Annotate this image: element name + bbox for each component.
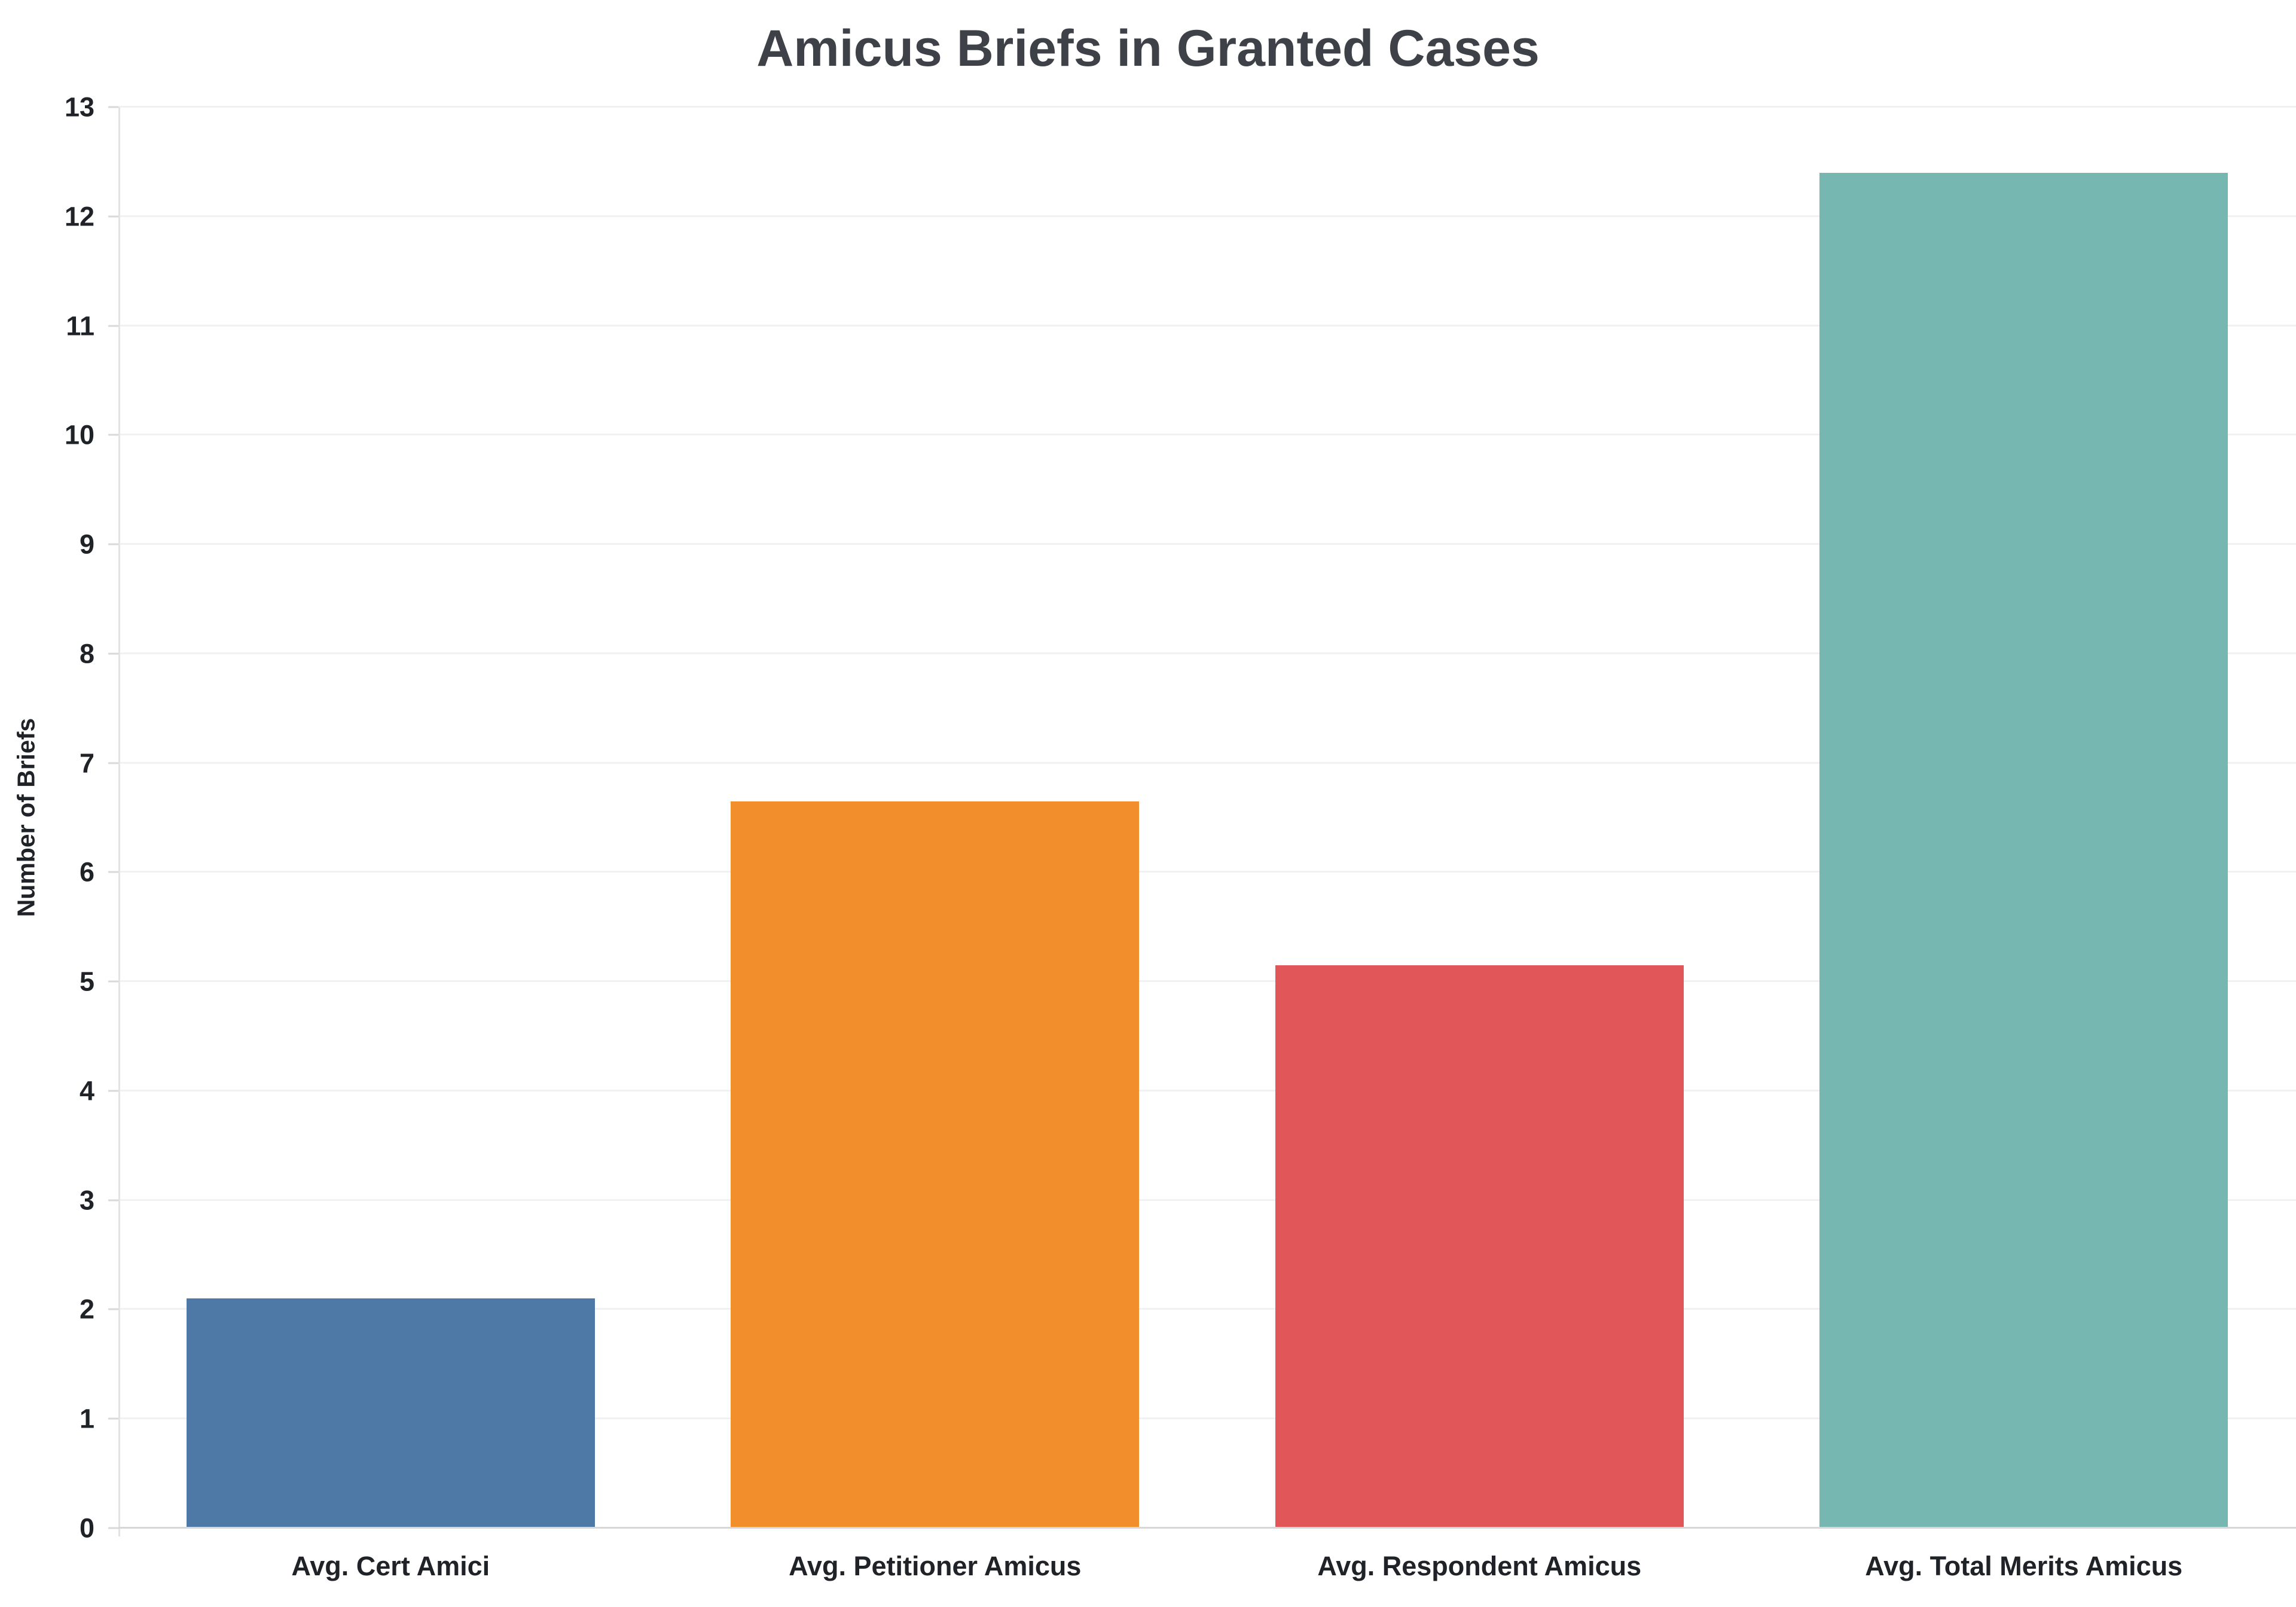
- gridline-y-11: [118, 324, 2296, 327]
- bar-slot-avg-cert-amici: [118, 107, 663, 1528]
- y-tick-label-1: 1: [79, 1403, 94, 1434]
- y-axis-domain-line: [118, 107, 120, 1536]
- x-axis-labels: Avg. Cert Amici Avg. Petitioner Amicus Avg…: [118, 1550, 2296, 1582]
- y-tick-mark-9: [108, 543, 118, 545]
- gridline-y-13: [118, 106, 2296, 108]
- y-tick-label-7: 7: [79, 748, 94, 779]
- y-tick-mark-11: [108, 325, 118, 327]
- y-tick-label-3: 3: [79, 1185, 94, 1216]
- y-tick-mark-13: [108, 106, 118, 108]
- gridline-y-8: [118, 652, 2296, 654]
- y-tick-label-0: 0: [79, 1513, 94, 1544]
- x-label-avg-respondent-amicus: Avg. Respondent Amicus: [1317, 1551, 1642, 1581]
- y-tick-mark-8: [108, 652, 118, 655]
- gridline-y-4: [118, 1089, 2296, 1091]
- y-tick-label-13: 13: [64, 92, 94, 123]
- gridline-y-3: [118, 1199, 2296, 1201]
- bar-slot-avg-respondent-amicus: [1207, 107, 1752, 1528]
- y-tick-mark-0: [108, 1527, 118, 1529]
- y-tick-mark-10: [108, 434, 118, 436]
- x-axis-line: [118, 1527, 2296, 1529]
- bar-slot-avg-total-merits-amicus: [1752, 107, 2296, 1528]
- y-tick-mark-12: [108, 215, 118, 218]
- plot-area: [118, 106, 2296, 1536]
- bar-avg-total-merits-amicus[interactable]: [1819, 172, 2228, 1528]
- y-tick-mark-3: [108, 1199, 118, 1202]
- y-tick-label-10: 10: [64, 419, 94, 450]
- y-tick-label-11: 11: [66, 310, 94, 341]
- x-label-avg-total-merits-amicus: Avg. Total Merits Amicus: [1865, 1551, 2183, 1581]
- y-tick-label-8: 8: [79, 638, 94, 669]
- y-tick-mark-7: [108, 762, 118, 764]
- bar-avg-cert-amici[interactable]: [186, 1298, 595, 1528]
- y-tick-mark-4: [108, 1090, 118, 1092]
- chart-title: Amicus Briefs in Granted Cases: [756, 20, 1540, 77]
- gridline-y-2: [118, 1308, 2296, 1310]
- y-axis: 0 1 2 3 4 5 6 7 8 9 10 11 12 13: [0, 94, 118, 1542]
- gridline-y-5: [118, 980, 2296, 983]
- bar-avg-respondent-amicus[interactable]: [1275, 965, 1684, 1528]
- bar-avg-petitioner-amicus[interactable]: [731, 801, 1140, 1528]
- y-tick-mark-1: [108, 1417, 118, 1420]
- bars-row: [118, 107, 2296, 1528]
- y-tick-label-9: 9: [79, 529, 94, 560]
- y-tick-label-5: 5: [79, 966, 94, 997]
- x-label-avg-petitioner-amicus: Avg. Petitioner Amicus: [789, 1551, 1082, 1581]
- y-tick-label-6: 6: [79, 856, 94, 888]
- y-tick-mark-6: [108, 871, 118, 873]
- gridline-y-7: [118, 761, 2296, 764]
- y-tick-label-2: 2: [79, 1294, 94, 1325]
- y-tick-label-12: 12: [64, 201, 94, 232]
- bar-slot-avg-petitioner-amicus: [663, 107, 1208, 1528]
- y-tick-label-4: 4: [79, 1075, 94, 1106]
- x-label-avg-cert-amici: Avg. Cert Amici: [291, 1551, 490, 1581]
- y-tick-mark-5: [108, 980, 118, 983]
- gridline-y-12: [118, 215, 2296, 217]
- gridline-y-1: [118, 1417, 2296, 1420]
- y-tick-mark-2: [108, 1308, 118, 1310]
- gridline-y-6: [118, 871, 2296, 873]
- gridline-y-9: [118, 543, 2296, 545]
- gridline-y-10: [118, 434, 2296, 436]
